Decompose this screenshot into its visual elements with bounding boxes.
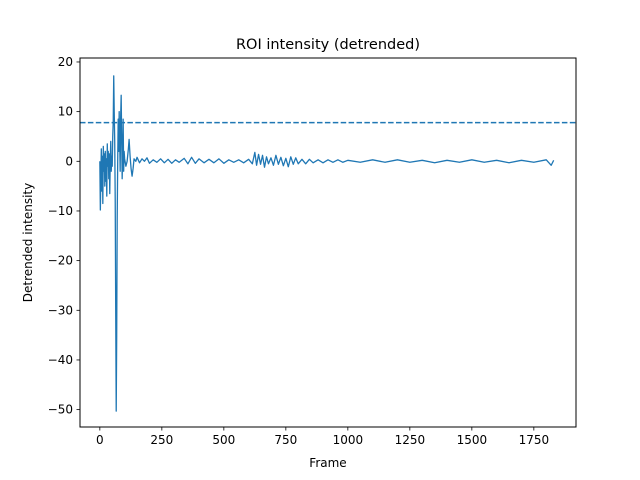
series-line-0 — [99, 75, 555, 412]
y-axis: −50 −40 −30 −20 −10 0 10 20 — [48, 55, 80, 417]
y-tick-label: 10 — [58, 105, 73, 119]
x-tick-label: 1000 — [333, 433, 364, 447]
plot-area — [80, 75, 576, 412]
axes-frame — [79, 57, 577, 428]
x-tick-label: 250 — [150, 433, 173, 447]
y-tick-label: −30 — [48, 303, 73, 317]
x-axis: 0 250 500 750 1000 1250 1500 1750 — [96, 427, 549, 447]
y-tick-label: −20 — [48, 254, 73, 268]
y-tick-label: −50 — [48, 403, 73, 417]
y-tick-label: 20 — [58, 55, 73, 69]
x-tick-label: 750 — [274, 433, 297, 447]
x-tick-label: 500 — [212, 433, 235, 447]
x-axis-title: Frame — [309, 456, 346, 470]
x-tick-label: 1750 — [519, 433, 550, 447]
y-tick-label: 0 — [65, 154, 73, 168]
y-axis-title: Detrended intensity — [21, 183, 35, 302]
y-tick-label: −40 — [48, 353, 73, 367]
x-tick-label: 1500 — [457, 433, 488, 447]
x-tick-label: 0 — [96, 433, 104, 447]
x-tick-label: 1250 — [395, 433, 426, 447]
y-tick-label: −10 — [48, 204, 73, 218]
chart-title: ROI intensity (detrended) — [236, 37, 420, 53]
